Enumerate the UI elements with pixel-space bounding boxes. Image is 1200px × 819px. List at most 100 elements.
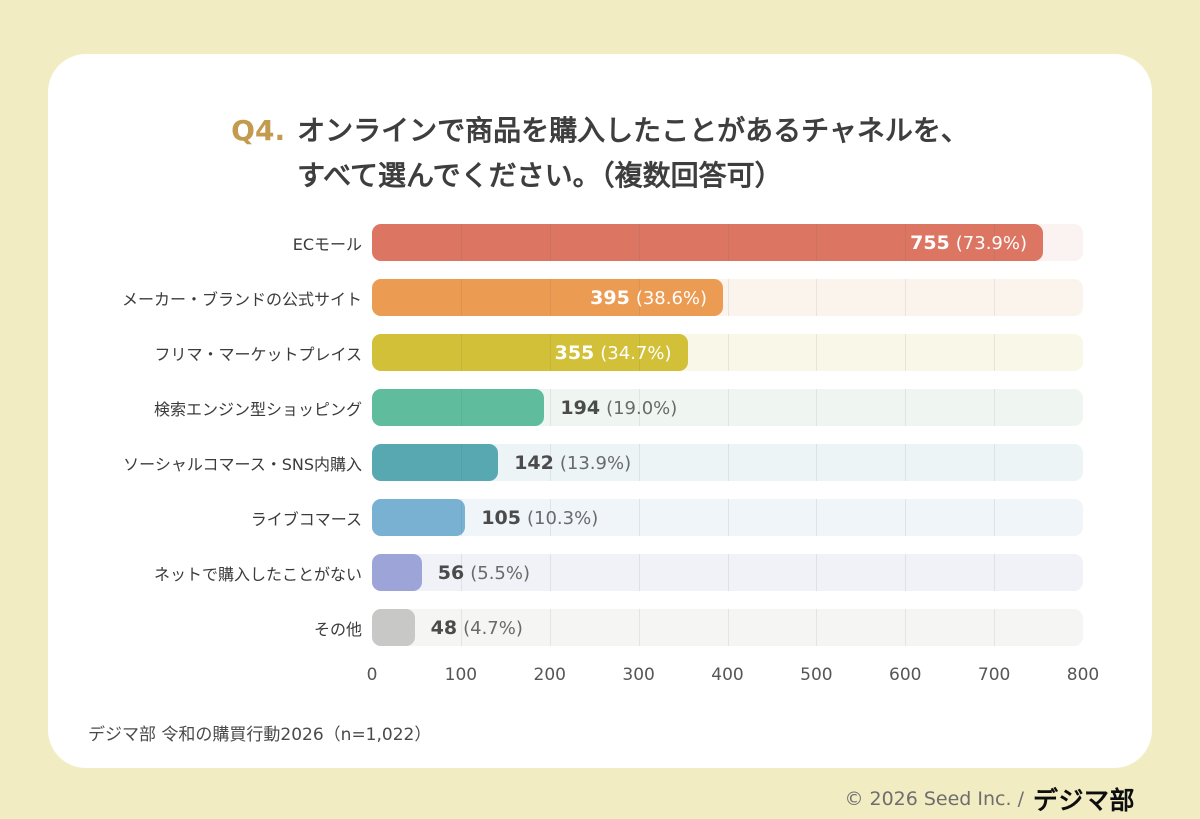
question-text-line2: すべて選んでください。（複数回答可）: [297, 159, 783, 192]
gridline: [994, 334, 996, 371]
gridline: [638, 224, 640, 261]
gridline: [816, 499, 818, 536]
value-percent: (38.6%): [635, 287, 708, 309]
bar: 395 (38.6%): [372, 279, 724, 316]
gridline: [727, 609, 729, 646]
gridline: [727, 389, 729, 426]
gridline: [549, 554, 551, 591]
source-note: デジマ部 令和の購買行動2026（n=1,022）: [88, 725, 432, 745]
gridline: [638, 334, 640, 371]
bar-row: ライブコマース 105 (10.3%): [88, 499, 1083, 536]
value-number: 355: [554, 341, 595, 364]
value-percent: (10.3%): [526, 507, 599, 529]
x-axis-tick-label: 400: [711, 665, 744, 685]
gridline: [549, 279, 551, 316]
gridline: [727, 444, 729, 481]
gridline: [460, 499, 462, 536]
value-label: 56 (5.5%): [438, 562, 530, 584]
x-axis-ticks: 0 100 200 300 400 500 600 700 800: [367, 663, 1100, 687]
copyright-text: © 2026 Seed Inc. /: [844, 788, 1024, 810]
gridline: [727, 279, 729, 316]
category-label: ライブコマース: [250, 509, 362, 529]
bar: [372, 499, 466, 536]
gridline: [905, 389, 907, 426]
value-percent: (19.0%): [606, 397, 678, 419]
gridline: [816, 444, 818, 481]
gridline: [994, 444, 996, 481]
category-label: その他: [313, 619, 362, 639]
bar-row: 検索エンジン型ショッピング 194 (19.0%): [88, 389, 1083, 426]
bar-track: 355 (34.7%): [372, 334, 1083, 371]
gridline: [905, 334, 907, 371]
chart-card: Q4. オンラインで商品を購入したことがあるチャネルを、 すべて選んでください。…: [48, 54, 1152, 768]
gridline: [460, 279, 462, 316]
gridline: [727, 224, 729, 261]
category-label: 検索エンジン型ショッピング: [153, 399, 362, 419]
question-number: Q4.: [231, 114, 286, 147]
value-label: 105 (10.3%): [481, 507, 598, 529]
value-number: 48: [430, 616, 458, 639]
bar-track: 105 (10.3%): [372, 499, 1083, 536]
x-axis-tick-label: 100: [444, 665, 478, 685]
gridline: [816, 389, 818, 426]
bar: [372, 389, 545, 426]
gridline: [549, 224, 551, 261]
gridline: [549, 334, 551, 371]
gridline: [460, 444, 462, 481]
axis-spacer: [88, 663, 372, 687]
bar-track: 56 (5.5%): [372, 554, 1083, 591]
chart-title: Q4. オンラインで商品を購入したことがあるチャネルを、 すべて選んでください。…: [48, 108, 1152, 198]
value-label: 755 (73.9%): [910, 232, 1027, 254]
gridline: [905, 554, 907, 591]
bar-row: フリマ・マーケットプレイス 355 (34.7%): [88, 334, 1083, 371]
value-label: 395 (38.6%): [590, 287, 707, 309]
value-percent: (5.5%): [470, 562, 530, 584]
gridline: [994, 499, 996, 536]
value-percent: (4.7%): [463, 617, 523, 639]
page-footer: © 2026 Seed Inc. / デジマ部: [844, 781, 1135, 817]
x-axis-tick-label: 500: [800, 665, 833, 685]
bar-track: 194 (19.0%): [372, 389, 1083, 426]
x-axis-tick-label: 0: [366, 665, 378, 685]
value-percent: (34.7%): [600, 342, 672, 364]
gridline: [994, 224, 996, 261]
bar-track: 755 (73.9%): [372, 224, 1083, 261]
gridline: [638, 554, 640, 591]
gridline: [994, 279, 996, 316]
bar-rows: ECモール 755 (73.9%) メーカー・ブランドの公式サイト 395 (38.6%)…: [88, 224, 1083, 646]
gridline: [460, 609, 462, 646]
x-axis-tick-label: 700: [977, 665, 1011, 685]
gridline: [638, 609, 640, 646]
gridline: [905, 499, 907, 536]
gridline: [460, 334, 462, 371]
value-label: 142 (13.9%): [514, 452, 631, 474]
bar-track: 48 (4.7%): [372, 609, 1083, 646]
category-label: ECモール: [292, 234, 362, 254]
gridline: [994, 609, 996, 646]
value-label: 355 (34.7%): [555, 342, 672, 364]
bar-row: ECモール 755 (73.9%): [88, 224, 1083, 261]
value-percent: (73.9%): [955, 232, 1027, 254]
gridline: [638, 444, 640, 481]
gridline: [638, 279, 640, 316]
gridline: [994, 389, 996, 426]
bar: [372, 609, 415, 646]
bar: [372, 444, 499, 481]
value-number: 142: [514, 451, 554, 474]
gridline: [727, 334, 729, 371]
bar-chart: ECモール 755 (73.9%) メーカー・ブランドの公式サイト 395 (38.6%)…: [88, 224, 1100, 687]
category-label: メーカー・ブランドの公式サイト: [121, 289, 362, 309]
gridline: [905, 279, 907, 316]
gridline: [549, 444, 551, 481]
value-number: 194: [560, 396, 601, 419]
category-label: フリマ・マーケットプレイス: [154, 344, 362, 364]
bar: [372, 554, 422, 591]
value-number: 755: [910, 231, 950, 254]
gridline: [816, 279, 818, 316]
bar-row: その他 48 (4.7%): [88, 609, 1083, 646]
value-label: 194 (19.0%): [560, 397, 677, 419]
value-percent: (13.9%): [559, 452, 632, 474]
question-text: オンラインで商品を購入したことがあるチャネルを、 すべて選んでください。（複数回…: [297, 108, 969, 198]
gridline: [905, 444, 907, 481]
x-axis-tick-label: 800: [1066, 665, 1100, 685]
